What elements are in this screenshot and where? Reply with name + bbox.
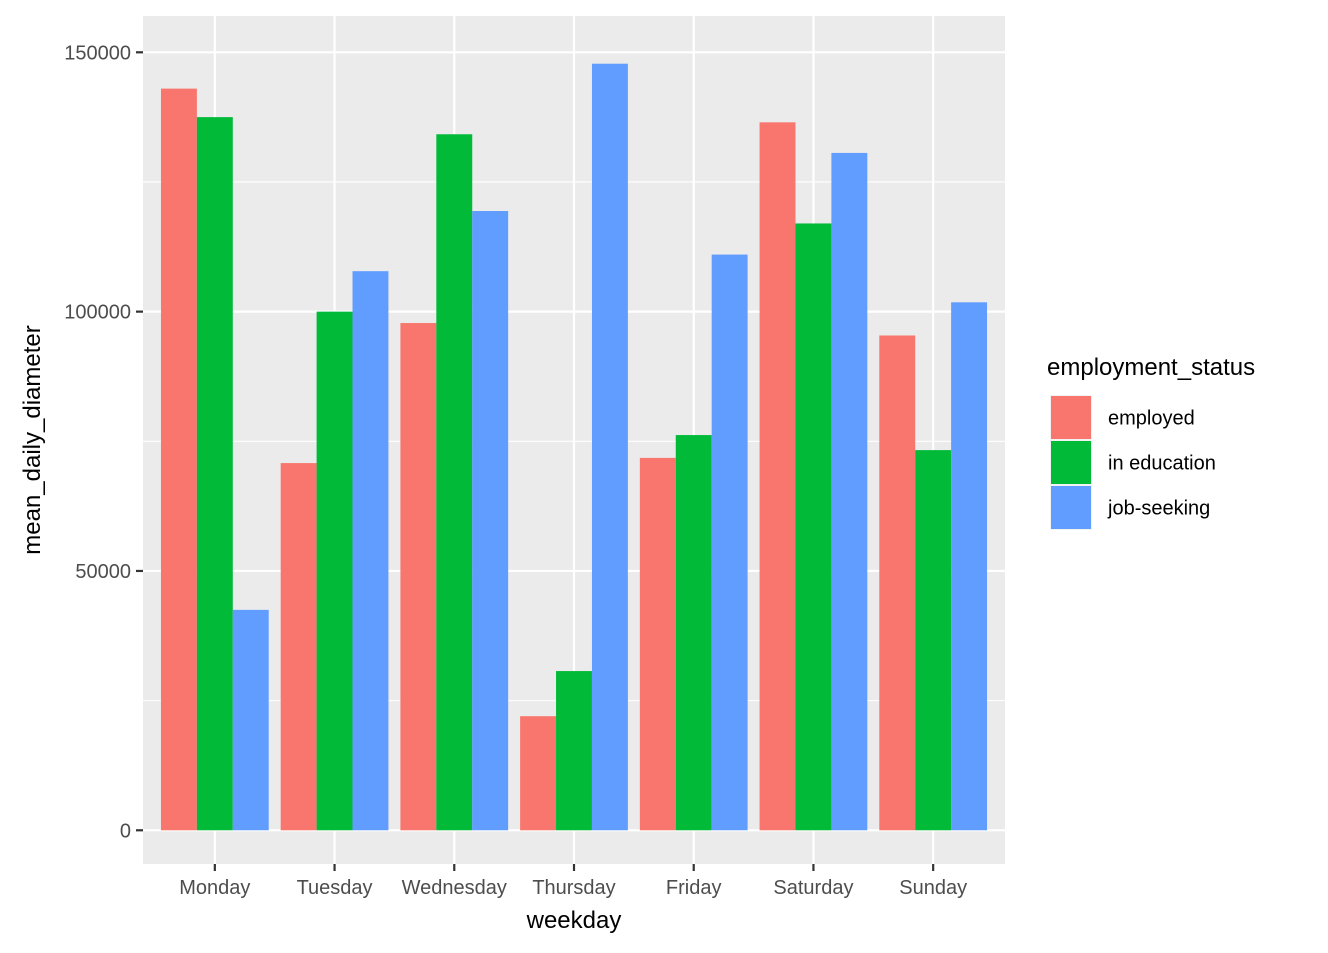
legend-title: employment_status: [1047, 354, 1255, 381]
y-tick-label: 50000: [75, 561, 131, 583]
bar: [711, 254, 748, 831]
bar: [160, 88, 197, 831]
x-tick-label: Saturday: [773, 877, 853, 899]
legend: employment_status employed in education jo…: [1047, 354, 1255, 530]
bar: [759, 122, 796, 831]
y-tick-label: 150000: [64, 42, 131, 64]
bar: [472, 211, 509, 831]
legend-label: job-seeking: [1107, 498, 1210, 520]
legend-label: in education: [1108, 453, 1216, 475]
bar: [196, 117, 233, 831]
x-tick-label: Thursday: [532, 877, 615, 899]
y-axis: 0 50000 100000 150000: [64, 42, 143, 842]
bar: [831, 152, 868, 831]
bar: [951, 302, 988, 831]
y-tick-label: 100000: [64, 302, 131, 324]
bar: [879, 335, 916, 831]
legend-label: employed: [1108, 408, 1195, 430]
legend-key: [1051, 396, 1091, 439]
x-tick-label: Tuesday: [297, 877, 373, 899]
legend-key: [1051, 441, 1091, 484]
y-tick-label: 0: [120, 820, 131, 842]
bar: [436, 134, 473, 831]
bar: [675, 435, 712, 831]
legend-key: [1051, 486, 1091, 529]
x-tick-label: Monday: [179, 877, 250, 899]
bar: [316, 311, 353, 831]
x-tick-label: Sunday: [899, 877, 967, 899]
x-axis: Monday Tuesday Wednesday Thursday Friday Satu…: [179, 864, 967, 899]
x-tick-label: Wednesday: [402, 877, 507, 899]
bar: [400, 323, 437, 831]
x-axis-title: weekday: [526, 907, 622, 934]
y-axis-title: mean_daily_diameter: [19, 325, 46, 554]
bar: [591, 63, 628, 831]
bar: [795, 223, 832, 831]
bar: [520, 716, 557, 831]
bar: [352, 271, 389, 831]
x-tick-label: Friday: [666, 877, 722, 899]
bar: [915, 450, 952, 831]
bar: [280, 463, 317, 831]
bar: [556, 671, 592, 831]
bar: [639, 457, 676, 831]
bar: [232, 609, 269, 831]
bars-group: [160, 63, 988, 831]
